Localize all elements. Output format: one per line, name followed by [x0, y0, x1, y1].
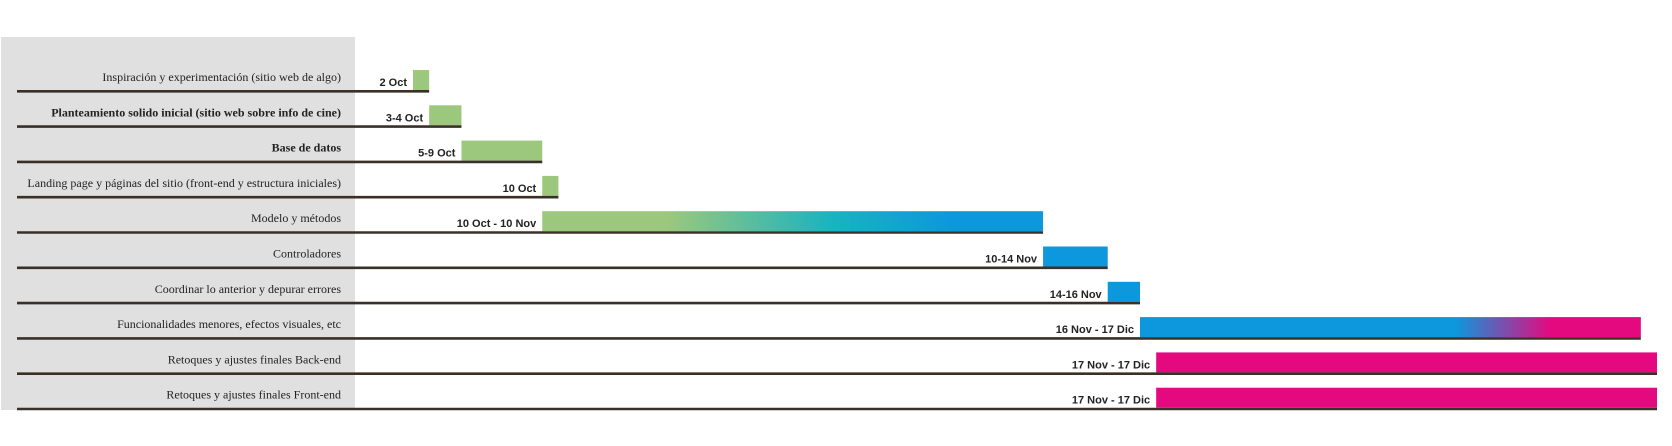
task-row: Retoques y ajustes finales Back-end 17 No…	[17, 352, 1657, 376]
date-label: 17 Nov - 17 Dic	[1072, 395, 1150, 407]
task-bar	[1043, 246, 1108, 267]
task-label: Planteamiento solido inicial (sitio web …	[51, 105, 341, 119]
task-row: Funcionalidades menores, efectos visuale…	[17, 317, 1641, 340]
task-row: Modelo y métodos 10 Oct - 10 Nov	[17, 211, 1044, 234]
task-label: Inspiración y experimentación (sitio web…	[102, 70, 341, 84]
date-label: 14-16 Nov	[1050, 289, 1103, 301]
date-label: 10 Oct	[503, 183, 537, 195]
task-row: Retoques y ajustes finales Front-end 17 N…	[17, 387, 1657, 411]
task-label: Funcionalidades menores, efectos visuale…	[117, 317, 341, 331]
date-label: 10-14 Nov	[985, 254, 1038, 266]
date-label: 2 Oct	[379, 77, 407, 89]
date-label: 10 Oct - 10 Nov	[457, 218, 537, 230]
task-label: Landing page y páginas del sitio (front-…	[27, 176, 341, 190]
task-label: Retoques y ajustes finales Back-end	[168, 352, 341, 366]
task-row: Base de datos 5-9 Oct	[17, 140, 543, 164]
label-panel	[1, 37, 355, 410]
task-label: Retoques y ajustes finales Front-end	[166, 388, 341, 402]
task-bar	[429, 105, 462, 126]
date-label: 5-9 Oct	[418, 148, 456, 160]
task-row: Inspiración y experimentación (sitio web…	[17, 70, 430, 93]
task-bar	[461, 140, 543, 161]
task-row: Planteamiento solido inicial (sitio web …	[17, 105, 462, 128]
task-bar	[1107, 281, 1141, 302]
date-label: 3-4 Oct	[386, 112, 424, 124]
task-label: Controladores	[273, 247, 341, 261]
task-label: Base de datos	[272, 141, 342, 155]
task-bar	[1156, 352, 1657, 373]
task-row: Controladores 10-14 Nov	[17, 246, 1108, 270]
task-bar	[1140, 317, 1641, 338]
date-label: 16 Nov - 17 Dic	[1056, 324, 1134, 336]
task-bar	[413, 70, 430, 90]
task-bar	[1156, 387, 1657, 408]
task-rows: Inspiración y experimentación (sitio web…	[17, 70, 1657, 411]
task-bar	[542, 211, 1044, 232]
task-label: Coordinar lo anterior y depurar errores	[155, 282, 342, 296]
task-row: Landing page y páginas del sitio (front-…	[17, 175, 559, 199]
task-row: Coordinar lo anterior y depurar errores 1…	[17, 281, 1141, 305]
task-label: Modelo y métodos	[251, 211, 341, 225]
date-label: 17 Nov - 17 Dic	[1072, 359, 1150, 371]
task-bar	[542, 175, 559, 196]
